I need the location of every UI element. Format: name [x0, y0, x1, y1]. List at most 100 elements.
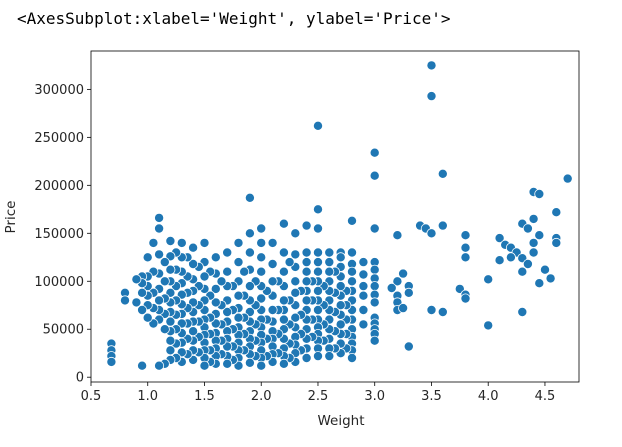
- scatter-point: [278, 358, 289, 369]
- scatter-point: [210, 252, 221, 263]
- scatter-point: [522, 223, 533, 234]
- scatter-point: [534, 278, 545, 289]
- scatter-point: [358, 290, 369, 301]
- scatter-point: [222, 306, 233, 317]
- scatter-point: [312, 351, 323, 362]
- scatter-point: [369, 335, 380, 346]
- scatter-point: [346, 215, 357, 226]
- scatter-point: [290, 249, 301, 260]
- scatter-point: [137, 360, 148, 371]
- scatter-point: [312, 204, 323, 215]
- scatter-point: [312, 285, 323, 296]
- scatter-point: [106, 356, 117, 367]
- scatter-point: [358, 257, 369, 268]
- scatter-point: [239, 266, 250, 277]
- x-tick-label: 1.0: [137, 389, 158, 404]
- x-tick-label: 2.5: [308, 389, 329, 404]
- scatter-point: [386, 282, 397, 293]
- x-tick-label: 1.5: [194, 389, 215, 404]
- y-axis-label: Price: [3, 201, 19, 234]
- scatter-point: [159, 324, 170, 335]
- scatter-point: [426, 228, 437, 239]
- scatter-point: [545, 273, 556, 284]
- plot-frame: [90, 50, 580, 383]
- scatter-point: [551, 237, 562, 248]
- scatter-point: [244, 357, 255, 368]
- scatter-point: [358, 319, 369, 330]
- scatter-point: [324, 257, 335, 268]
- scatter-point: [369, 297, 380, 308]
- y-tick-label: 50000: [43, 323, 84, 338]
- scatter-point: [267, 237, 278, 248]
- scatter-point: [233, 257, 244, 268]
- scatter-point: [256, 266, 267, 277]
- scatter-point: [256, 360, 267, 371]
- scatter-point: [278, 314, 289, 325]
- scatter-point: [426, 60, 437, 71]
- x-axis: 0.5 1.0 1.5 2.0 2.5 3.0 3.5 4.0 4.5: [81, 382, 555, 404]
- scatter-point: [233, 237, 244, 248]
- scatter-point: [278, 295, 289, 306]
- scatter-point: [222, 266, 233, 277]
- scatter-point: [137, 287, 148, 298]
- scatter-point: [534, 230, 545, 241]
- scatter-point: [324, 266, 335, 277]
- scatter-point: [460, 242, 471, 253]
- scatter-point: [210, 297, 221, 308]
- scatter-point: [437, 306, 448, 317]
- scatter-point: [176, 237, 187, 248]
- scatter-point: [165, 335, 176, 346]
- scatter-point: [278, 218, 289, 229]
- scatter-point: [426, 91, 437, 102]
- scatter-point: [159, 276, 170, 287]
- scatter-point: [346, 247, 357, 258]
- scatter-point: [188, 258, 199, 269]
- scatter-point: [312, 304, 323, 315]
- scatter-point: [154, 223, 165, 234]
- scatter-point: [426, 304, 437, 315]
- scatter-point: [154, 360, 165, 371]
- scatter-point: [494, 233, 505, 244]
- scatter-point: [358, 304, 369, 315]
- scatter-point: [346, 266, 357, 277]
- scatter-point: [267, 258, 278, 269]
- scatter-point: [517, 306, 528, 317]
- scatter-point: [244, 192, 255, 203]
- scatter-point: [142, 312, 153, 323]
- scatter-point: [165, 235, 176, 246]
- scatter-point: [528, 213, 539, 224]
- scatter-point: [284, 257, 295, 268]
- y-tick-label: 300000: [34, 83, 84, 98]
- scatter-point: [505, 252, 516, 263]
- scatter-point: [301, 266, 312, 277]
- scatter-point: [244, 281, 255, 292]
- scatter-point: [460, 293, 471, 304]
- scatter-point: [120, 295, 131, 306]
- points-layer: [106, 60, 573, 371]
- scatter-point: [335, 281, 346, 292]
- x-axis-label: Weight: [317, 413, 364, 429]
- y-tick-label: 200000: [34, 179, 84, 194]
- scatter-point: [517, 266, 528, 277]
- scatter-point: [290, 228, 301, 239]
- y-tick-label: 0: [76, 371, 84, 386]
- scatter-point: [216, 276, 227, 287]
- scatter-point: [233, 312, 244, 323]
- x-tick-label: 3.0: [364, 389, 385, 404]
- scatter-point: [460, 230, 471, 241]
- x-tick-label: 2.0: [251, 389, 272, 404]
- scatter-point: [188, 242, 199, 253]
- scatter-point: [222, 358, 233, 369]
- scatter-point: [244, 247, 255, 258]
- scatter-point: [154, 295, 165, 306]
- scatter-point: [165, 264, 176, 275]
- scatter-point: [165, 316, 176, 327]
- scatter-point: [148, 237, 159, 248]
- scatter-point: [437, 168, 448, 179]
- scatter-point: [312, 223, 323, 234]
- scatter-point: [301, 247, 312, 258]
- y-axis: 0 50000 100000 150000 200000 250000 300000: [34, 83, 91, 386]
- scatter-point: [301, 276, 312, 287]
- scatter-point: [165, 345, 176, 356]
